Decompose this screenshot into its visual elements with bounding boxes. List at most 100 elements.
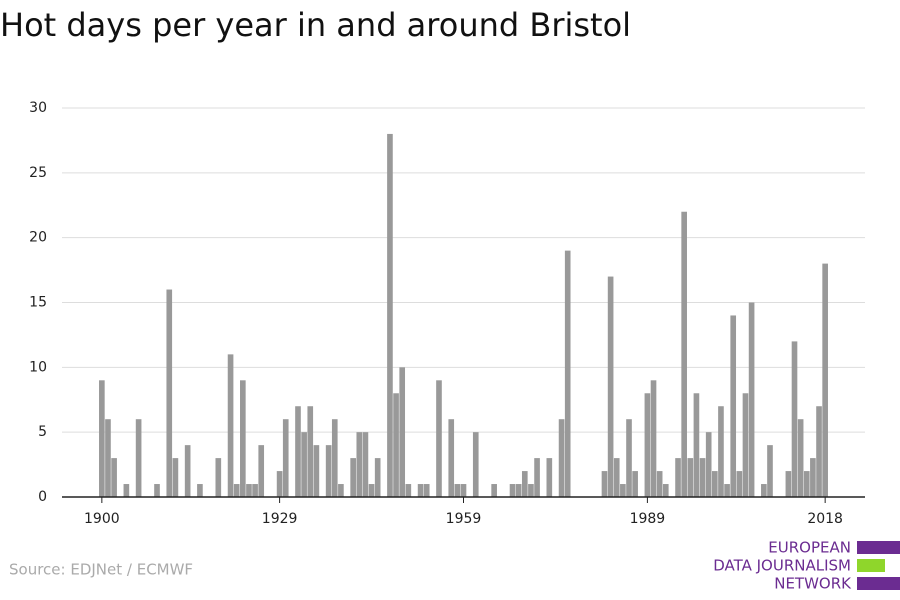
bar xyxy=(546,458,553,497)
bar xyxy=(282,419,289,497)
bar xyxy=(687,458,694,497)
bar xyxy=(662,484,669,497)
bar xyxy=(656,471,663,497)
bar xyxy=(393,393,399,497)
bar xyxy=(215,458,222,497)
y-tick-label: 30 xyxy=(29,100,47,116)
source: Source: EDJNet / ECMWF xyxy=(9,561,193,579)
bar xyxy=(460,484,467,497)
bar xyxy=(791,341,798,497)
bar xyxy=(472,432,479,497)
bar xyxy=(712,471,718,497)
bar xyxy=(742,393,749,497)
bar xyxy=(730,315,737,497)
bar xyxy=(111,458,117,497)
bar xyxy=(681,211,687,497)
x-tick-label: 1959 xyxy=(446,511,482,527)
y-tick-label: 20 xyxy=(29,230,47,246)
logo-text: DATA JOURNALISM xyxy=(713,557,851,575)
bar xyxy=(607,276,614,497)
bar xyxy=(123,484,130,497)
y-tick-label: 15 xyxy=(29,295,47,311)
bar xyxy=(810,458,816,497)
bar xyxy=(166,289,173,497)
bar xyxy=(564,250,571,497)
bar xyxy=(644,393,651,497)
bar xyxy=(448,419,455,497)
bar xyxy=(613,458,620,497)
bar xyxy=(387,133,393,497)
y-tick-label: 5 xyxy=(38,424,47,440)
bar xyxy=(399,367,406,497)
bar xyxy=(650,380,657,497)
logo-bar xyxy=(857,559,885,572)
bar xyxy=(423,484,430,497)
bar xyxy=(515,484,522,497)
bar xyxy=(374,458,381,497)
bar xyxy=(534,458,540,497)
x-tick-label: 2018 xyxy=(807,511,843,527)
bar xyxy=(227,354,234,497)
chart-title: Hot days per year in and around Bristol xyxy=(0,6,631,44)
y-tick-label: 10 xyxy=(29,359,47,375)
bar xyxy=(240,380,246,497)
bar xyxy=(417,484,424,497)
bar xyxy=(405,484,412,497)
bar xyxy=(699,458,706,497)
logo-bar xyxy=(857,541,900,554)
bar xyxy=(99,380,105,497)
bar xyxy=(803,471,810,497)
bar xyxy=(558,419,565,497)
bar xyxy=(491,484,497,497)
bar xyxy=(693,393,700,497)
x-tick-label: 1989 xyxy=(630,511,666,527)
bar xyxy=(350,458,356,497)
bar xyxy=(362,432,369,497)
bar xyxy=(172,458,179,497)
bar xyxy=(528,484,534,497)
bar xyxy=(295,406,301,497)
bar xyxy=(521,471,528,497)
y-tick-label: 25 xyxy=(29,165,47,181)
bar xyxy=(154,484,160,497)
bar xyxy=(368,484,375,497)
bar xyxy=(135,419,142,497)
bar xyxy=(724,484,730,497)
bar xyxy=(184,445,191,497)
bar xyxy=(705,432,712,497)
bar xyxy=(246,484,252,497)
bar xyxy=(233,484,240,497)
bar xyxy=(620,484,626,497)
bar xyxy=(325,445,332,497)
bar xyxy=(761,484,767,497)
bar xyxy=(105,419,111,497)
bar xyxy=(797,419,804,497)
bar xyxy=(748,302,755,497)
bar xyxy=(822,263,828,497)
bar xyxy=(356,432,363,497)
bar xyxy=(736,471,743,497)
y-tick-label: 0 xyxy=(38,489,47,505)
bar xyxy=(767,445,773,497)
logo-bar xyxy=(857,577,900,590)
bar xyxy=(816,406,822,497)
bar xyxy=(785,471,792,497)
bar xyxy=(338,484,344,497)
bar xyxy=(197,484,203,497)
bar xyxy=(509,484,516,497)
bar xyxy=(313,445,320,497)
x-tick-label: 1900 xyxy=(84,511,120,527)
bar xyxy=(331,419,338,497)
x-tick-label: 1929 xyxy=(262,511,298,527)
bar xyxy=(454,484,461,497)
bar xyxy=(626,419,632,497)
bar xyxy=(436,380,442,497)
bar xyxy=(307,406,314,497)
bar xyxy=(675,458,681,497)
logo-text: EUROPEAN xyxy=(768,539,851,557)
logo: EUROPEAN DATA JOURNALISM NETWORK xyxy=(713,539,900,593)
bar xyxy=(718,406,724,497)
bar xyxy=(276,471,283,497)
bar xyxy=(252,484,258,497)
